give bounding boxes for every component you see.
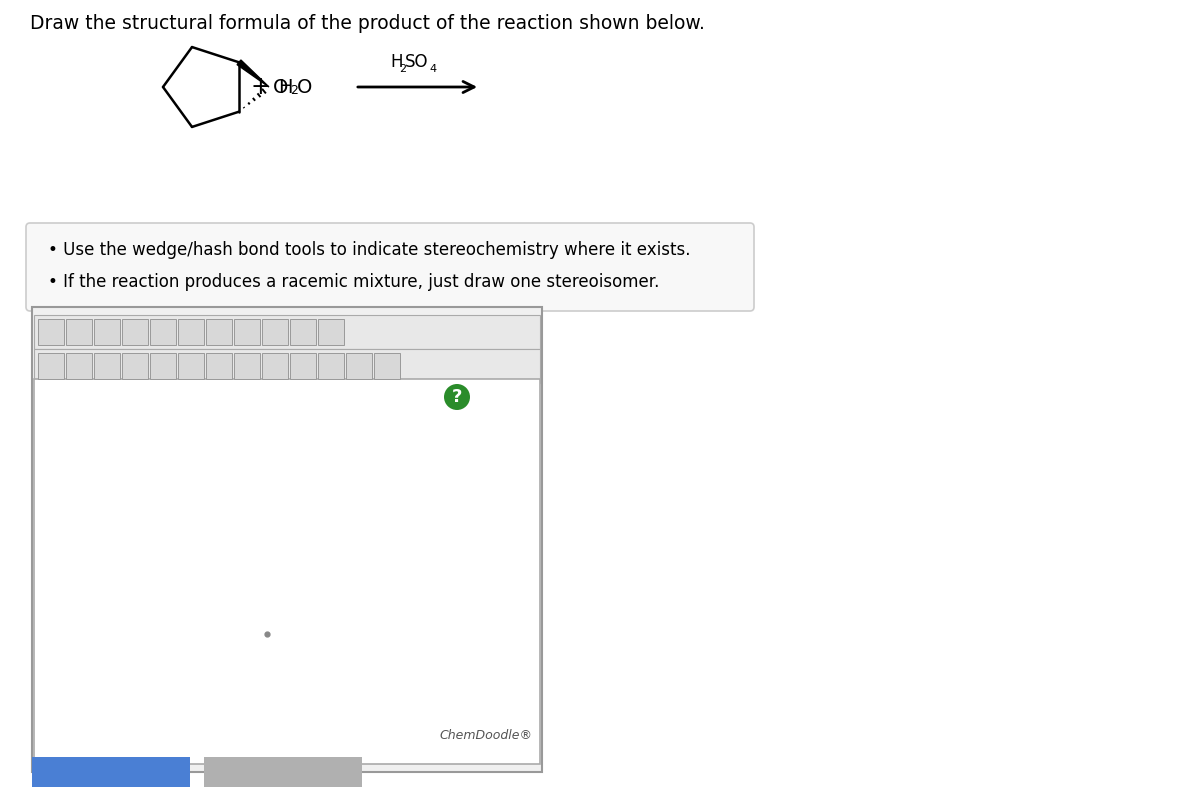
- Text: 2: 2: [290, 84, 298, 96]
- Text: • Use the wedge/hash bond tools to indicate stereochemistry where it exists.: • Use the wedge/hash bond tools to indic…: [48, 241, 690, 259]
- FancyBboxPatch shape: [26, 223, 754, 311]
- Text: O: O: [272, 77, 288, 96]
- Text: • If the reaction produces a racemic mixture, just draw one stereoisomer.: • If the reaction produces a racemic mix…: [48, 273, 659, 291]
- Bar: [122, 353, 148, 379]
- Bar: [290, 353, 316, 379]
- Bar: [32, 757, 190, 787]
- Text: ChemDoodle®: ChemDoodle®: [439, 729, 532, 742]
- Bar: [204, 757, 362, 787]
- Bar: [122, 319, 148, 345]
- Bar: [206, 353, 232, 379]
- Bar: [206, 319, 232, 345]
- Bar: [150, 319, 176, 345]
- Text: Draw the structural formula of the product of the reaction shown below.: Draw the structural formula of the produ…: [30, 14, 704, 33]
- Text: +: +: [250, 75, 270, 99]
- Text: H: H: [390, 53, 402, 71]
- Text: O: O: [298, 77, 312, 96]
- Bar: [66, 353, 92, 379]
- Bar: [290, 319, 316, 345]
- Bar: [262, 319, 288, 345]
- Bar: [94, 319, 120, 345]
- Bar: [66, 319, 92, 345]
- Text: 4: 4: [430, 64, 436, 74]
- Bar: [38, 353, 64, 379]
- Bar: [38, 319, 64, 345]
- Bar: [234, 353, 260, 379]
- Bar: [262, 353, 288, 379]
- Bar: [374, 353, 400, 379]
- Bar: [94, 353, 120, 379]
- Bar: [34, 349, 540, 383]
- Bar: [318, 319, 344, 345]
- Circle shape: [444, 384, 470, 410]
- Text: ?: ?: [452, 388, 462, 406]
- Bar: [318, 353, 344, 379]
- Bar: [346, 353, 372, 379]
- Bar: [178, 319, 204, 345]
- Text: 2: 2: [398, 64, 406, 74]
- Text: H: H: [278, 77, 293, 96]
- Bar: [34, 315, 540, 349]
- Bar: [32, 307, 542, 772]
- Text: SO: SO: [406, 53, 428, 71]
- Bar: [178, 353, 204, 379]
- Polygon shape: [238, 60, 269, 87]
- Bar: [234, 319, 260, 345]
- Bar: [34, 379, 540, 764]
- Bar: [150, 353, 176, 379]
